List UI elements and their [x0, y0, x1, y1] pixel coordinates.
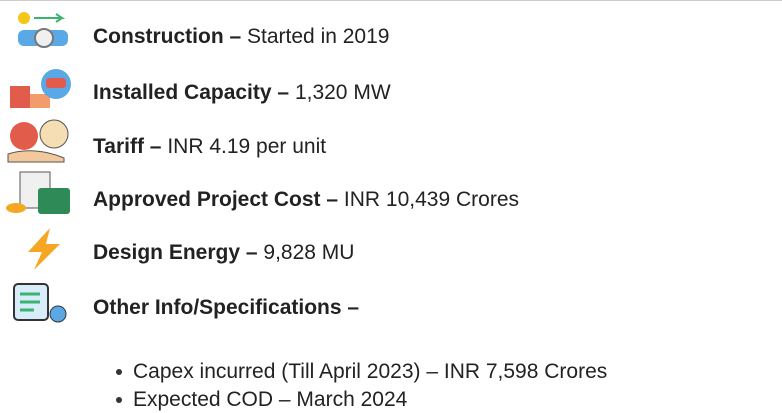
item-separator: – [149, 135, 162, 158]
item-label: Design Energy [93, 241, 241, 264]
list-item: Approved Project Cost – INR 10,439 Crore… [93, 187, 519, 213]
item-value: INR 10,439 Crores [343, 188, 519, 211]
list-item: Installed Capacity – 1,320 MW [93, 80, 391, 106]
icon-construction [18, 12, 68, 48]
item-separator: – [326, 188, 339, 211]
item-value: Started in 2019 [247, 25, 390, 48]
icon-capacity [10, 69, 71, 108]
list-item: Tariff – INR 4.19 per unit [93, 134, 326, 160]
item-separator: – [347, 296, 360, 319]
list-item: Design Energy – 9,828 MU [93, 240, 354, 266]
bullet-text: Expected COD – March 2024 [133, 388, 408, 411]
icon-energy [28, 228, 60, 270]
divider [0, 0, 782, 1]
item-label: Construction [93, 25, 224, 48]
icon-specifications [13, 283, 67, 323]
bullet-text: Capex incurred (Till April 2023) – INR 7… [133, 360, 608, 383]
item-value: 9,828 MU [263, 241, 355, 264]
item-value: 1,320 MW [294, 81, 391, 104]
item-value: INR 4.19 per unit [167, 135, 327, 158]
list-item: Construction – Started in 2019 [93, 24, 389, 50]
item-label: Approved Project Cost [93, 188, 321, 211]
item-label: Installed Capacity [93, 81, 272, 104]
icon-tariff [7, 119, 69, 163]
bullet-dot [116, 369, 122, 375]
item-separator: – [229, 25, 242, 48]
item-label: Tariff [93, 135, 144, 158]
list-item: Other Info/Specifications – [93, 295, 359, 321]
icon-cost [6, 171, 70, 214]
item-separator: – [277, 81, 290, 104]
item-separator: – [245, 241, 258, 264]
bullet-dot [116, 397, 122, 403]
item-label: Other Info/Specifications [93, 296, 342, 319]
